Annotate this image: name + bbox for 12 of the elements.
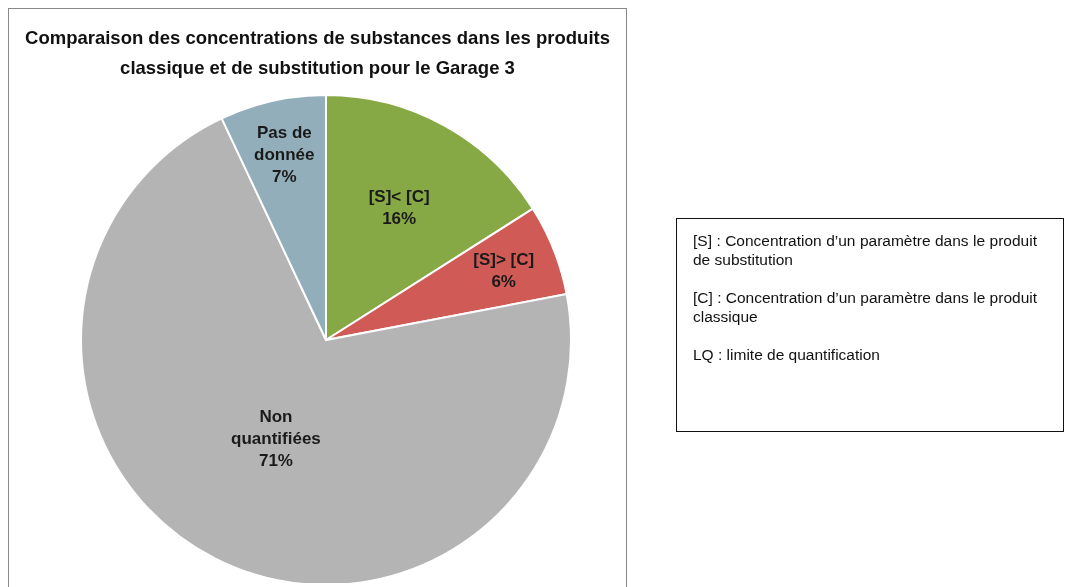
text: LQ : limite de quantification: [693, 345, 881, 364]
chart-title: Comparaison des concentrations de substances dans les produits classique et de substitution pour le Garage 3: [24, 26, 611, 80]
data-label: 6%: [491, 271, 516, 291]
slice-label: Pas de donnée: [254, 122, 315, 163]
slice-label: [S]> [C]: [473, 249, 535, 269]
data-label: 16%: [382, 208, 417, 228]
slice-label: Non quantifiées: [231, 406, 321, 448]
slice-label: [S]< [C]: [368, 186, 430, 206]
text: [S] : Concentration d’un paramètre dans le produit de substitution: [693, 231, 1037, 269]
text: [C] : Concentration d’un paramètre dans le produit classique: [693, 288, 1037, 326]
data-label: 71%: [258, 450, 293, 470]
data-label: 7%: [272, 166, 297, 185]
